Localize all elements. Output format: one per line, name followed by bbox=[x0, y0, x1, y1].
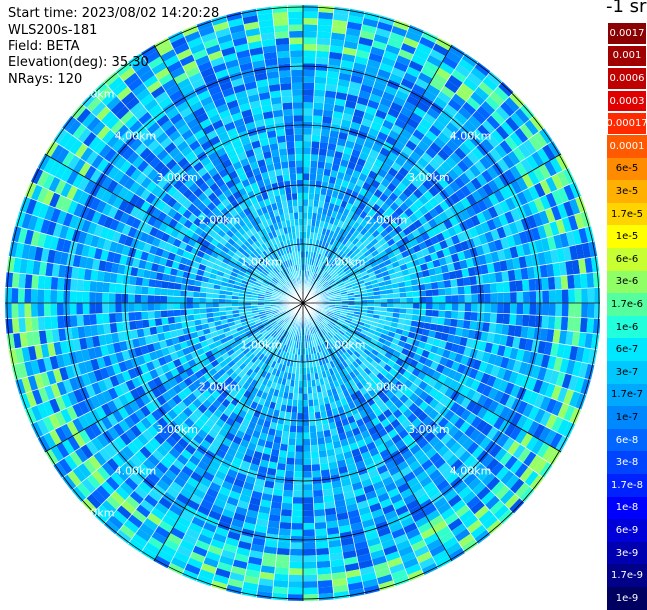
colorbar-swatch: 0.0017 bbox=[607, 22, 647, 45]
range-label: 1.00km bbox=[324, 255, 366, 268]
range-label: 2.00km bbox=[199, 380, 241, 393]
colorbar-swatch: 3e-7 bbox=[607, 361, 647, 384]
colorbar-swatch: 6e-6 bbox=[607, 248, 647, 271]
range-label: 4.00km bbox=[450, 465, 492, 478]
colorbar-swatch: 6e-9 bbox=[607, 519, 647, 542]
range-label: 1.00km bbox=[240, 255, 282, 268]
colorbar-swatch: 1.7e-9 bbox=[607, 564, 647, 587]
station-text: WLS200s-181 bbox=[8, 23, 98, 38]
colorbar-swatch: 0.0003 bbox=[607, 89, 647, 113]
range-rings bbox=[5, 5, 600, 601]
colorbar-swatch: 3e-8 bbox=[607, 451, 647, 474]
range-label: 3.00km bbox=[156, 171, 198, 184]
colorbar-swatch: 1.7e-5 bbox=[607, 202, 647, 226]
colorbar-swatch: 0.0001 bbox=[607, 135, 647, 158]
colorbar-swatch: 1e-8 bbox=[607, 496, 647, 520]
colorbar-swatch: 6e-8 bbox=[607, 428, 647, 452]
range-label: 4.00km bbox=[115, 129, 157, 142]
beta-sectors bbox=[5, 5, 600, 601]
colorbar-swatch: 3e-5 bbox=[607, 180, 647, 203]
colorbar-unit-label: -1 sr bbox=[606, 0, 647, 17]
range-label: 4.00km bbox=[450, 129, 492, 142]
colorbar-swatch: 3e-6 bbox=[607, 270, 647, 294]
colorbar-swatch: 0.001 bbox=[607, 44, 647, 68]
nrays-text: NRays: 120 bbox=[8, 72, 83, 87]
colorbar-swatch: 1e-5 bbox=[607, 225, 647, 248]
elevation-text: Elevation(deg): 35.30 bbox=[8, 55, 149, 70]
range-label: 4.00km bbox=[115, 465, 157, 478]
colorbar-swatch: 1e-6 bbox=[607, 315, 647, 339]
colorbar-swatch: 6e-5 bbox=[607, 157, 647, 181]
range-labels: 1.00km 1.00km 1.00km 1.00km 2.00km 2.00km 2.00… bbox=[73, 88, 491, 520]
colorbar-swatch: 1e-9 bbox=[607, 587, 647, 610]
range-label: 5.00km bbox=[73, 88, 115, 101]
colorbar-swatch: 6e-7 bbox=[607, 338, 647, 361]
field-text: Field: BETA bbox=[8, 39, 80, 54]
ppi-plot[interactable]: 1.00km 1.00km 1.00km 1.00km 2.00km 2.00km 2.00… bbox=[0, 0, 600, 607]
range-label: 1.00km bbox=[240, 339, 282, 352]
start-time-text: Start time: 2023/08/02 14:20:28 bbox=[8, 6, 220, 21]
colorbar-swatch: 1e-7 bbox=[607, 406, 647, 429]
range-label: 3.00km bbox=[408, 171, 450, 184]
range-label: 2.00km bbox=[199, 214, 241, 227]
colorbar-swatch: 1.7e-6 bbox=[607, 293, 647, 316]
colorbar-swatch: 1.7e-8 bbox=[607, 474, 647, 497]
range-label: 3.00km bbox=[408, 423, 450, 436]
range-label: 2.00km bbox=[366, 380, 408, 393]
range-label: 2.00km bbox=[366, 214, 408, 227]
range-label: 1.00km bbox=[324, 339, 366, 352]
colorbar-swatch: 1.7e-7 bbox=[607, 383, 647, 407]
colorbar-swatch: 3e-9 bbox=[607, 541, 647, 565]
range-label: 5.00km bbox=[73, 506, 115, 519]
range-label: 3.00km bbox=[156, 423, 198, 436]
colorbar-swatch: 0.0006 bbox=[607, 67, 647, 90]
colorbar-swatch: 0.00017 bbox=[606, 112, 647, 135]
